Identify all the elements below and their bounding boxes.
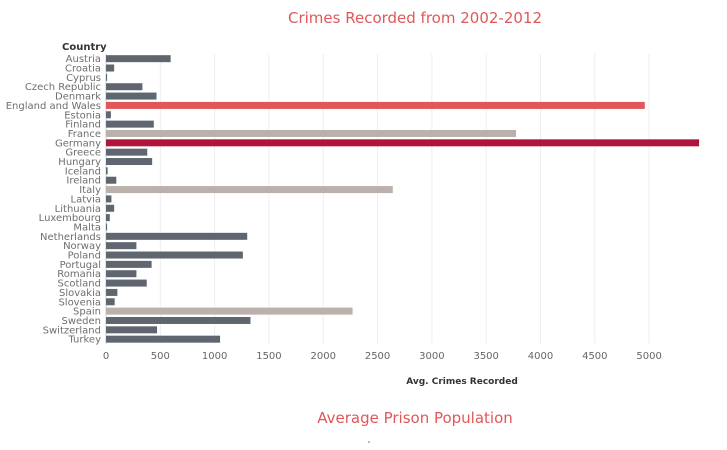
category-label: Romania bbox=[57, 269, 101, 280]
bar-netherlands[interactable] bbox=[106, 232, 248, 240]
x-tick-label: 4000 bbox=[528, 351, 553, 362]
category-label: Czech Republic bbox=[25, 82, 101, 93]
bar-france[interactable] bbox=[106, 129, 517, 137]
bar-poland[interactable] bbox=[106, 251, 243, 259]
category-label: Spain bbox=[73, 307, 101, 318]
bar-hungary[interactable] bbox=[106, 158, 153, 166]
bar-norway[interactable] bbox=[106, 242, 137, 250]
bar-germany[interactable] bbox=[106, 139, 700, 147]
category-label: England and Wales bbox=[6, 101, 101, 112]
x-tick-label: 3500 bbox=[473, 351, 498, 362]
category-label: Estonia bbox=[64, 110, 101, 121]
bar-cyprus[interactable] bbox=[106, 73, 108, 81]
category-label: Malta bbox=[73, 222, 101, 233]
bar-malta[interactable] bbox=[106, 223, 108, 231]
x-tick-label: 500 bbox=[151, 351, 170, 362]
category-label: Norway bbox=[63, 241, 101, 252]
category-label: Poland bbox=[68, 251, 101, 262]
bars bbox=[106, 55, 700, 343]
bar-croatia[interactable] bbox=[106, 64, 115, 72]
x-axis-ticks: 0 500 1000 1500 2000 2500 3000 3500 4000 4500 5000 bbox=[103, 351, 662, 362]
bar-switzerland[interactable] bbox=[106, 326, 158, 334]
bar-czech-republic[interactable] bbox=[106, 83, 143, 91]
section-title: Average Prison Population bbox=[317, 409, 513, 427]
bar-estonia[interactable] bbox=[106, 111, 111, 119]
bar-scotland[interactable] bbox=[106, 279, 147, 287]
category-label: Denmark bbox=[55, 92, 101, 103]
category-label: Slovenia bbox=[58, 297, 101, 308]
x-tick-label: 2000 bbox=[311, 351, 336, 362]
category-axis-header: Country bbox=[62, 42, 107, 53]
bar-turkey[interactable] bbox=[106, 335, 221, 343]
x-tick-label: 1000 bbox=[202, 351, 227, 362]
category-label: Netherlands bbox=[40, 232, 101, 243]
category-label: Ireland bbox=[66, 176, 101, 187]
category-label: Sweden bbox=[61, 316, 101, 327]
bar-spain[interactable] bbox=[106, 307, 353, 315]
category-label: Scotland bbox=[58, 279, 101, 290]
bar-iceland[interactable] bbox=[106, 167, 108, 175]
x-tick-label: 5000 bbox=[636, 351, 661, 362]
category-label: Iceland bbox=[65, 166, 101, 177]
x-axis-label: Avg. Crimes Recorded bbox=[406, 377, 518, 387]
category-label: Germany bbox=[55, 138, 101, 149]
category-label: Hungary bbox=[58, 157, 101, 168]
bar-lithuania[interactable] bbox=[106, 204, 115, 212]
category-label: Slovakia bbox=[59, 288, 101, 299]
x-tick-label: 4500 bbox=[582, 351, 607, 362]
bar-austria[interactable] bbox=[106, 55, 171, 63]
x-tick-label: 2500 bbox=[365, 351, 390, 362]
bar-ireland[interactable] bbox=[106, 176, 117, 184]
category-label: France bbox=[68, 129, 101, 140]
chart-placeholder-dot bbox=[368, 441, 370, 443]
x-tick-label: 1500 bbox=[256, 351, 281, 362]
category-label: Finland bbox=[65, 120, 101, 131]
gridlines bbox=[105, 54, 650, 344]
category-label: Lithuania bbox=[55, 204, 101, 215]
bar-slovenia[interactable] bbox=[106, 298, 115, 306]
category-label: Luxembourg bbox=[39, 213, 101, 224]
bar-finland[interactable] bbox=[106, 120, 154, 128]
bar-luxembourg[interactable] bbox=[106, 214, 110, 222]
chart-title: Crimes Recorded from 2002-2012 bbox=[287, 9, 542, 27]
category-label: Italy bbox=[79, 185, 101, 196]
category-label: Latvia bbox=[71, 194, 101, 205]
bar-portugal[interactable] bbox=[106, 260, 152, 268]
bar-italy[interactable] bbox=[106, 186, 393, 194]
category-label: Portugal bbox=[60, 260, 101, 271]
category-label: Austria bbox=[66, 54, 101, 65]
x-tick-label: 0 bbox=[103, 351, 109, 362]
category-label: Croatia bbox=[65, 64, 101, 75]
bar-greece[interactable] bbox=[106, 148, 148, 156]
category-label: Turkey bbox=[67, 335, 101, 346]
category-label: Cyprus bbox=[66, 73, 101, 84]
category-label: Greece bbox=[65, 148, 101, 159]
bar-latvia[interactable] bbox=[106, 195, 112, 203]
bar-sweden[interactable] bbox=[106, 316, 251, 324]
x-tick-label: 3000 bbox=[419, 351, 444, 362]
bar-england-and-wales[interactable] bbox=[106, 101, 645, 109]
bar-romania[interactable] bbox=[106, 270, 137, 278]
bar-slovakia[interactable] bbox=[106, 288, 118, 296]
category-label: Switzerland bbox=[43, 325, 101, 336]
bar-denmark[interactable] bbox=[106, 92, 157, 100]
